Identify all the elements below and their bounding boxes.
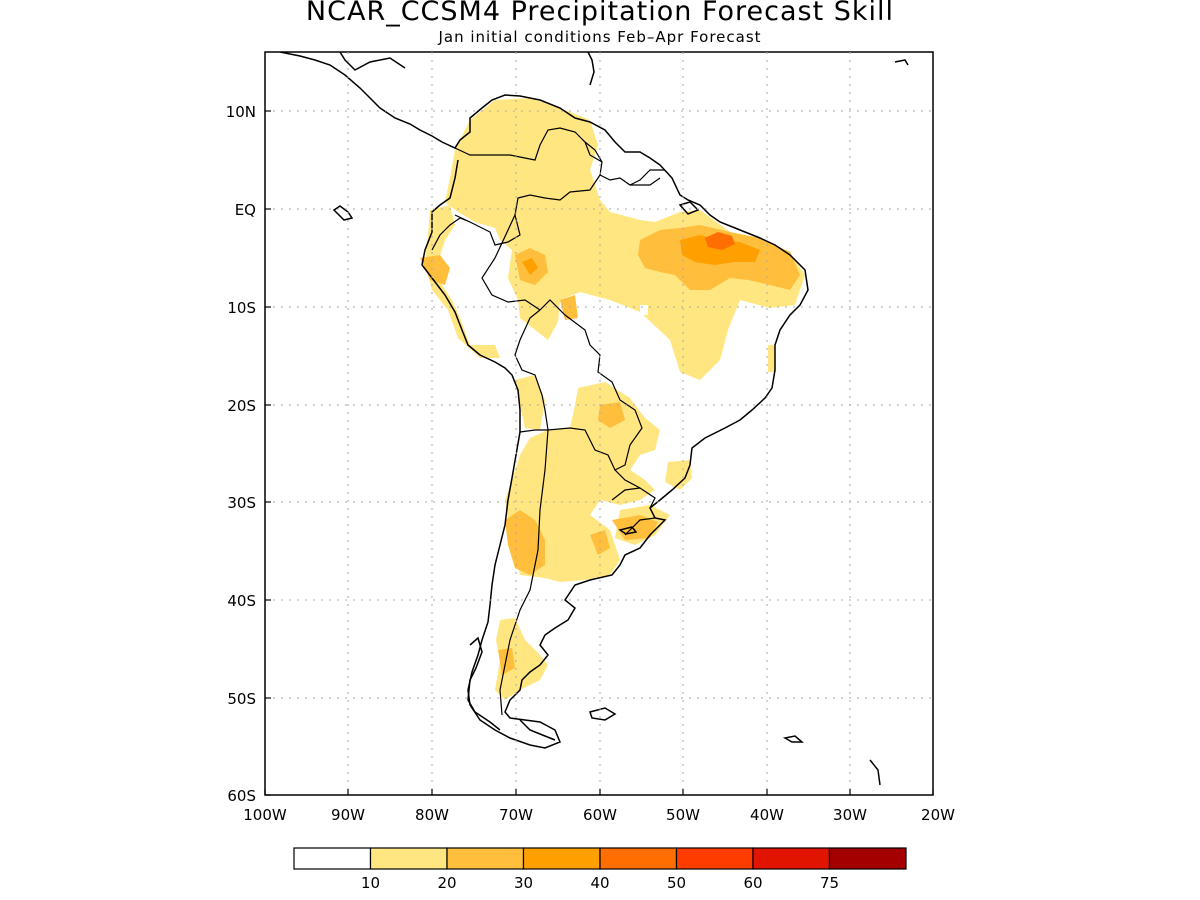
skill-shading-40-50 [705,232,735,250]
colorbar-label: 10 [361,874,380,892]
y-tick-label: 50S [227,690,256,708]
map-title: NCAR_CCSM4 Precipitation Forecast Skill [305,0,895,27]
colorbar-label: 75 [820,874,839,892]
y-axis-labels: 10N EQ 10S 20S 30S 40S 50S 60S [226,103,256,805]
x-tick-label: 100W [243,806,287,824]
colorbar-box [752,847,831,870]
colorbar-label: 60 [743,874,762,892]
colorbar-box [446,847,525,870]
colorbar: 10 20 30 40 50 60 75 [293,847,907,892]
colorbar-box [522,847,601,870]
country-borders [431,127,665,716]
colorbar-label: 30 [514,874,533,892]
x-tick-label: 80W [415,806,449,824]
coastlines [279,52,909,786]
y-tick-label: 40S [227,592,256,610]
colorbar-label: 50 [667,874,686,892]
x-tick-label: 50W [666,806,700,824]
colorbar-box [675,847,754,870]
y-tick-label: EQ [235,201,256,219]
x-tick-label: 30W [833,806,867,824]
colorbar-box [599,847,678,870]
colorbar-box [369,847,448,870]
skill-shading-10-20 [425,98,805,700]
axis-ticks [264,110,934,796]
y-tick-label: 10N [226,103,256,121]
x-tick-label: 90W [331,806,365,824]
x-tick-label: 40W [750,806,784,824]
map-subtitle: Jan initial conditions Feb–Apr Forecast [438,28,762,46]
x-axis-labels: 100W 90W 80W 70W 60W 50W 40W 30W 20W [243,806,955,824]
y-tick-label: 10S [227,299,256,317]
colorbar-label: 20 [437,874,456,892]
y-tick-label: 30S [227,494,256,512]
x-tick-label: 70W [499,806,533,824]
x-tick-label: 20W [921,806,955,824]
x-tick-label: 60W [583,806,617,824]
skill-shading-30-40 [522,235,760,275]
colorbar-box [293,847,372,870]
y-tick-label: 60S [227,787,256,805]
colorbar-label: 40 [590,874,609,892]
colorbar-box [828,847,907,870]
y-tick-label: 20S [227,397,256,415]
